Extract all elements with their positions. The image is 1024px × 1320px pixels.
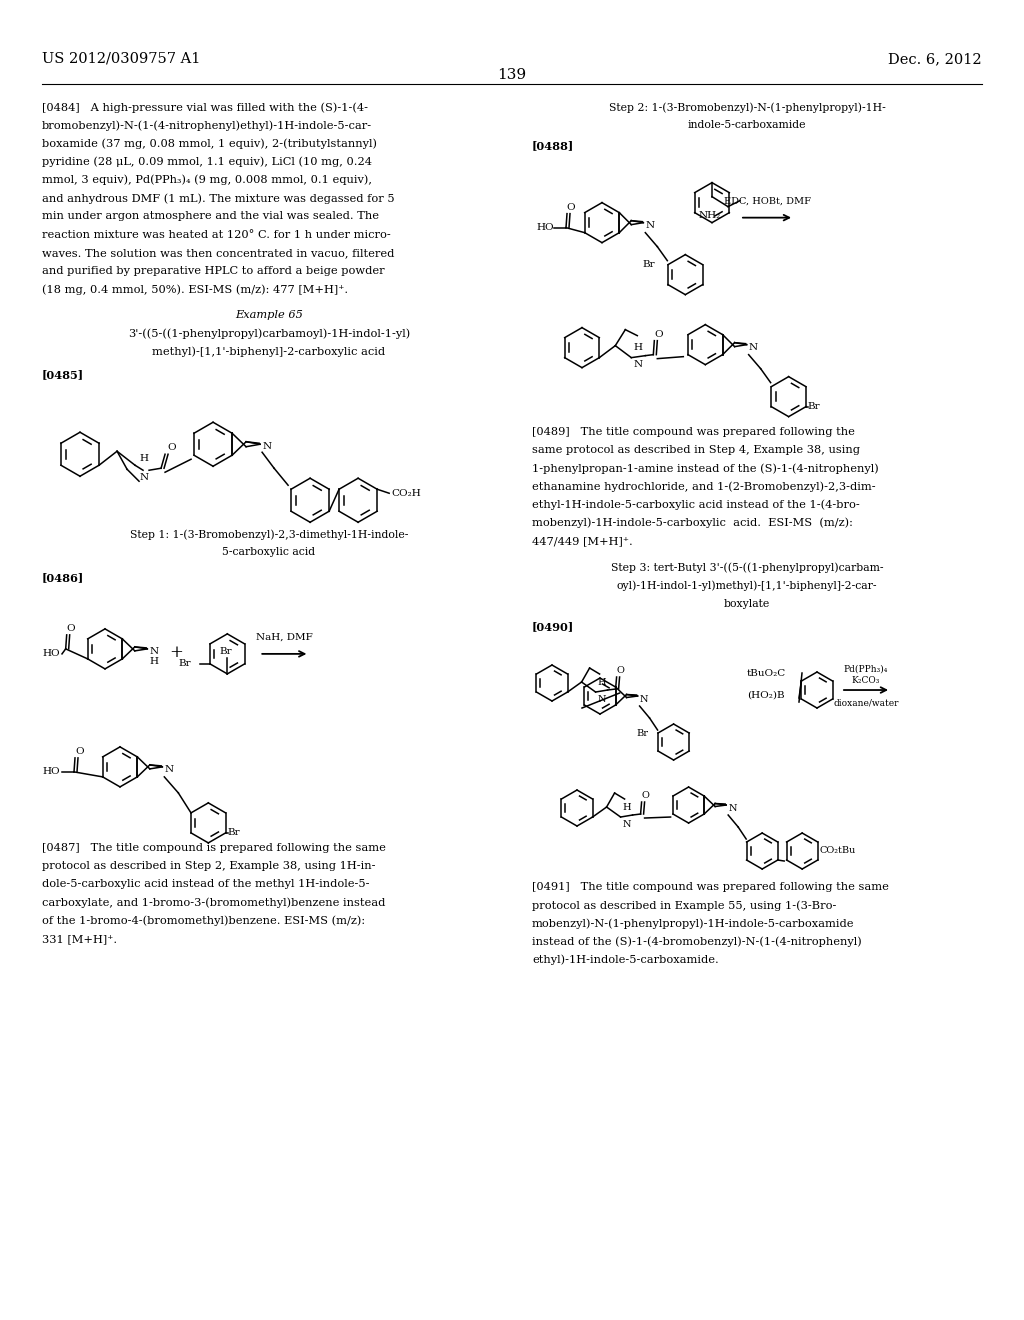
Text: dole-5-carboxylic acid instead of the methyl 1H-indole-5-: dole-5-carboxylic acid instead of the me… (42, 879, 370, 890)
Text: O: O (566, 203, 574, 211)
Text: [0491]   The title compound was prepared following the same: [0491] The title compound was prepared f… (532, 882, 889, 892)
Text: N: N (164, 766, 173, 775)
Text: carboxylate, and 1-bromo-3-(bromomethyl)benzene instead: carboxylate, and 1-bromo-3-(bromomethyl)… (42, 898, 385, 908)
Text: O: O (167, 444, 176, 453)
Text: protocol as described in Step 2, Example 38, using 1H-in-: protocol as described in Step 2, Example… (42, 861, 376, 871)
Text: K₂CO₃: K₂CO₃ (852, 676, 881, 685)
Text: Br: Br (636, 729, 648, 738)
Text: 447/449 [M+H]⁺.: 447/449 [M+H]⁺. (532, 536, 633, 546)
Text: HO: HO (42, 767, 59, 776)
Text: ethyl)-1H-indole-5-carboxamide.: ethyl)-1H-indole-5-carboxamide. (532, 954, 719, 965)
Text: N: N (623, 820, 631, 829)
Text: H: H (598, 678, 606, 686)
Text: O: O (654, 330, 663, 339)
Text: N: N (728, 804, 736, 813)
Text: min under argon atmosphere and the vial was sealed. The: min under argon atmosphere and the vial … (42, 211, 379, 222)
Text: H: H (150, 657, 159, 667)
Text: EDC, HOBt, DMF: EDC, HOBt, DMF (724, 197, 811, 206)
Text: mobenzyl)-1H-indole-5-carboxylic  acid.  ESI-MS  (m/z):: mobenzyl)-1H-indole-5-carboxylic acid. E… (532, 517, 853, 528)
Text: H: H (623, 803, 631, 812)
Text: N: N (749, 343, 758, 352)
Text: Br: Br (642, 260, 654, 269)
Text: N: N (598, 696, 606, 704)
Text: 331 [M+H]⁺.: 331 [M+H]⁺. (42, 935, 117, 944)
Text: N: N (150, 647, 159, 656)
Text: [0487]   The title compound is prepared following the same: [0487] The title compound is prepared fo… (42, 843, 386, 853)
Text: Step 2: 1-(3-Bromobenzyl)-N-(1-phenylpropyl)-1H-: Step 2: 1-(3-Bromobenzyl)-N-(1-phenylpro… (608, 102, 886, 112)
Text: Example 65: Example 65 (236, 310, 303, 321)
Text: Br: Br (808, 403, 820, 411)
Text: N: N (645, 222, 654, 230)
Text: [0490]: [0490] (532, 620, 574, 632)
Text: 139: 139 (498, 69, 526, 82)
Text: reaction mixture was heated at 120° C. for 1 h under micro-: reaction mixture was heated at 120° C. f… (42, 230, 391, 239)
Text: (HO₂)B: (HO₂)B (746, 690, 784, 700)
Text: N: N (633, 359, 642, 368)
Text: H: H (633, 343, 642, 351)
Text: N: N (262, 442, 271, 450)
Text: Br: Br (178, 660, 190, 668)
Text: CO₂H: CO₂H (391, 488, 421, 498)
Text: O: O (75, 747, 84, 756)
Text: 5-carboxylic acid: 5-carboxylic acid (222, 548, 315, 557)
Text: [0488]: [0488] (532, 140, 574, 152)
Text: CO₂tBu: CO₂tBu (820, 846, 856, 855)
Text: pyridine (28 μL, 0.09 mmol, 1.1 equiv), LiCl (10 mg, 0.24: pyridine (28 μL, 0.09 mmol, 1.1 equiv), … (42, 157, 372, 168)
Text: protocol as described in Example 55, using 1-(3-Bro-: protocol as described in Example 55, usi… (532, 900, 837, 911)
Text: same protocol as described in Step 4, Example 38, using: same protocol as described in Step 4, Ex… (532, 445, 860, 455)
Text: boxamide (37 mg, 0.08 mmol, 1 equiv), 2-(tributylstannyl): boxamide (37 mg, 0.08 mmol, 1 equiv), 2-… (42, 139, 377, 149)
Text: O: O (67, 624, 76, 632)
Text: Step 1: 1-(3-Bromobenzyl)-2,3-dimethyl-1H-indole-: Step 1: 1-(3-Bromobenzyl)-2,3-dimethyl-1… (130, 529, 409, 540)
Text: O: O (616, 667, 625, 675)
Text: US 2012/0309757 A1: US 2012/0309757 A1 (42, 51, 201, 66)
Text: NH₂: NH₂ (698, 211, 721, 219)
Text: [0486]: [0486] (42, 572, 84, 582)
Text: bromobenzyl)-N-(1-(4-nitrophenyl)ethyl)-1H-indole-5-car-: bromobenzyl)-N-(1-(4-nitrophenyl)ethyl)-… (42, 120, 372, 131)
Text: N: N (640, 694, 648, 704)
Text: mobenzyl)-N-(1-phenylpropyl)-1H-indole-5-carboxamide: mobenzyl)-N-(1-phenylpropyl)-1H-indole-5… (532, 919, 854, 929)
Text: H: H (139, 454, 148, 463)
Text: (18 mg, 0.4 mmol, 50%). ESI-MS (m/z): 477 [M+H]⁺.: (18 mg, 0.4 mmol, 50%). ESI-MS (m/z): 47… (42, 284, 348, 294)
Text: instead of the (S)-1-(4-bromobenzyl)-N-(1-(4-nitrophenyl): instead of the (S)-1-(4-bromobenzyl)-N-(… (532, 937, 862, 948)
Text: HO: HO (42, 649, 59, 659)
Text: NaH, DMF: NaH, DMF (256, 632, 312, 642)
Text: dioxane/water: dioxane/water (834, 698, 899, 708)
Text: N: N (139, 474, 148, 482)
Text: indole-5-carboxamide: indole-5-carboxamide (688, 120, 806, 131)
Text: HO: HO (536, 223, 554, 232)
Text: Pd(PPh₃)₄: Pd(PPh₃)₄ (844, 665, 888, 675)
Text: of the 1-bromo-4-(bromomethyl)benzene. ESI-MS (m/z):: of the 1-bromo-4-(bromomethyl)benzene. E… (42, 916, 366, 927)
Text: Br: Br (219, 647, 231, 656)
Text: [0484]   A high-pressure vial was filled with the (S)-1-(4-: [0484] A high-pressure vial was filled w… (42, 102, 368, 112)
Text: O: O (642, 791, 649, 800)
Text: ethanamine hydrochloride, and 1-(2-Bromobenzyl)-2,3-dim-: ethanamine hydrochloride, and 1-(2-Bromo… (532, 482, 876, 492)
Text: Dec. 6, 2012: Dec. 6, 2012 (889, 51, 982, 66)
Text: Step 3: tert-Butyl 3'-((5-((1-phenylpropyl)carbam-: Step 3: tert-Butyl 3'-((5-((1-phenylprop… (610, 562, 884, 573)
Text: 3'-((5-((1-phenylpropyl)carbamoyl)-1H-indol-1-yl): 3'-((5-((1-phenylpropyl)carbamoyl)-1H-in… (128, 329, 411, 339)
Text: ethyl-1H-indole-5-carboxylic acid instead of the 1-(4-bro-: ethyl-1H-indole-5-carboxylic acid instea… (532, 499, 860, 510)
Text: mmol, 3 equiv), Pd(PPh₃)₄ (9 mg, 0.008 mmol, 0.1 equiv),: mmol, 3 equiv), Pd(PPh₃)₄ (9 mg, 0.008 m… (42, 174, 372, 185)
Text: and purified by preparative HPLC to afford a beige powder: and purified by preparative HPLC to affo… (42, 265, 385, 276)
Text: [0489]   The title compound was prepared following the: [0489] The title compound was prepared f… (532, 426, 855, 437)
Text: and anhydrous DMF (1 mL). The mixture was degassed for 5: and anhydrous DMF (1 mL). The mixture wa… (42, 193, 394, 203)
Text: +: + (169, 644, 183, 661)
Text: methyl)-[1,1'-biphenyl]-2-carboxylic acid: methyl)-[1,1'-biphenyl]-2-carboxylic aci… (153, 347, 386, 358)
Text: waves. The solution was then concentrated in vacuo, filtered: waves. The solution was then concentrate… (42, 248, 394, 257)
Text: Br: Br (227, 829, 241, 837)
Text: boxylate: boxylate (724, 598, 770, 609)
Text: [0485]: [0485] (42, 370, 84, 380)
Text: 1-phenylpropan-1-amine instead of the (S)-1-(4-nitrophenyl): 1-phenylpropan-1-amine instead of the (S… (532, 463, 879, 474)
Text: oyl)-1H-indol-1-yl)methyl)-[1,1'-biphenyl]-2-car-: oyl)-1H-indol-1-yl)methyl)-[1,1'-bipheny… (616, 581, 878, 591)
Text: tBuO₂C: tBuO₂C (746, 668, 786, 677)
